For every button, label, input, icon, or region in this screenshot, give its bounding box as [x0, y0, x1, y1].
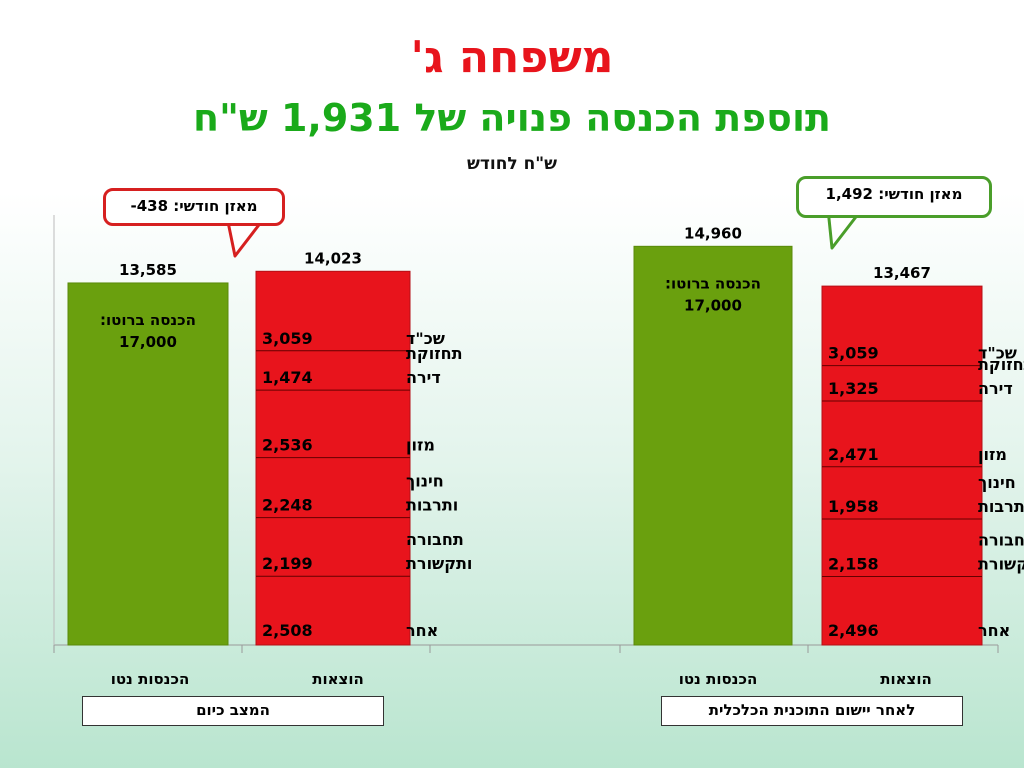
segment-name-line2-1-1: דירה	[406, 368, 441, 387]
bar-total-label-2: 14,960	[684, 224, 742, 242]
income-gross-label-0: הכנסה ברוטו:	[100, 311, 196, 329]
x-label-expenses-current: הוצאות	[312, 670, 364, 688]
bar-total-label-0: 13,585	[119, 261, 177, 279]
segment-name-1-0: שכ"ד	[406, 329, 445, 348]
income-gross-value-0: 17,000	[119, 333, 177, 351]
segment-value-3-1: 1,325	[828, 379, 879, 398]
bar-expenses-1	[821, 285, 983, 646]
segment-value-1-3: 2,248	[262, 496, 313, 515]
bar-income-0	[67, 282, 229, 646]
x-label-income-current: הכנסות נטו	[110, 670, 190, 688]
segment-value-3-4: 2,158	[828, 554, 879, 573]
bar-total-label-1: 14,023	[304, 249, 362, 267]
segment-name-line2-3-1: דירה	[978, 379, 1013, 398]
page-subtitle: תוספת הכנסה פנויה של 1,931 ש"ח	[193, 96, 831, 140]
segment-name-line1-1-4: תחבורה	[406, 530, 464, 549]
income-gross-label-2: הכנסה ברוטו:	[665, 274, 761, 292]
income-gross-value-2: 17,000	[684, 296, 742, 314]
segment-name-1-5: אחר	[406, 621, 438, 640]
segment-value-3-2: 2,471	[828, 445, 879, 464]
segment-value-3-3: 1,958	[828, 497, 879, 516]
x-label-expenses-after: הוצאות	[880, 670, 932, 688]
segment-value-1-1: 1,474	[262, 368, 313, 387]
segment-value-3-0: 3,059	[828, 344, 879, 363]
segment-name-3-0: שכ"ד	[978, 344, 1017, 363]
segment-value-3-5: 2,496	[828, 621, 879, 640]
segment-name-line2-3-3: ותרבות	[978, 497, 1024, 516]
bar-total-label-3: 13,467	[873, 264, 931, 282]
bar-income-1	[633, 245, 793, 646]
unit-label: ש"ח לחודש	[466, 154, 558, 174]
segment-name-line2-1-3: ותרבות	[406, 496, 458, 515]
x-label-income-after: הכנסות נטו	[678, 670, 758, 688]
segment-value-1-2: 2,536	[262, 436, 313, 455]
segment-name-line1-3-4: תחבורה	[978, 530, 1024, 549]
segment-name-1-2: מזון	[406, 436, 435, 455]
segment-name-line1-1-1: תחזוקת	[406, 344, 463, 363]
segment-value-1-0: 3,059	[262, 329, 313, 348]
segment-name-line1-3-1: תחזוקת	[978, 355, 1024, 374]
segment-value-1-5: 2,508	[262, 621, 313, 640]
segment-name-line1-3-3: חינוך	[978, 473, 1016, 492]
balance-callout-current: מאזן חודשי: 438-	[103, 188, 285, 226]
balance-callout-after: מאזן חודשי: 1,492	[796, 176, 992, 218]
segment-name-line1-1-3: חינוך	[406, 472, 444, 491]
segment-name-3-2: מזון	[978, 445, 1007, 464]
group-label-current: המצב כיום	[82, 696, 384, 726]
segment-name-line2-3-4: ותקשורת	[978, 554, 1024, 573]
segment-name-3-5: אחר	[978, 621, 1010, 640]
segment-value-1-4: 2,199	[262, 554, 313, 573]
segment-name-line2-1-4: ותקשורת	[406, 554, 472, 573]
page-title: משפחה ג'	[410, 32, 614, 83]
group-label-after: לאחר יישום התוכנית הכלכלית	[661, 696, 963, 726]
